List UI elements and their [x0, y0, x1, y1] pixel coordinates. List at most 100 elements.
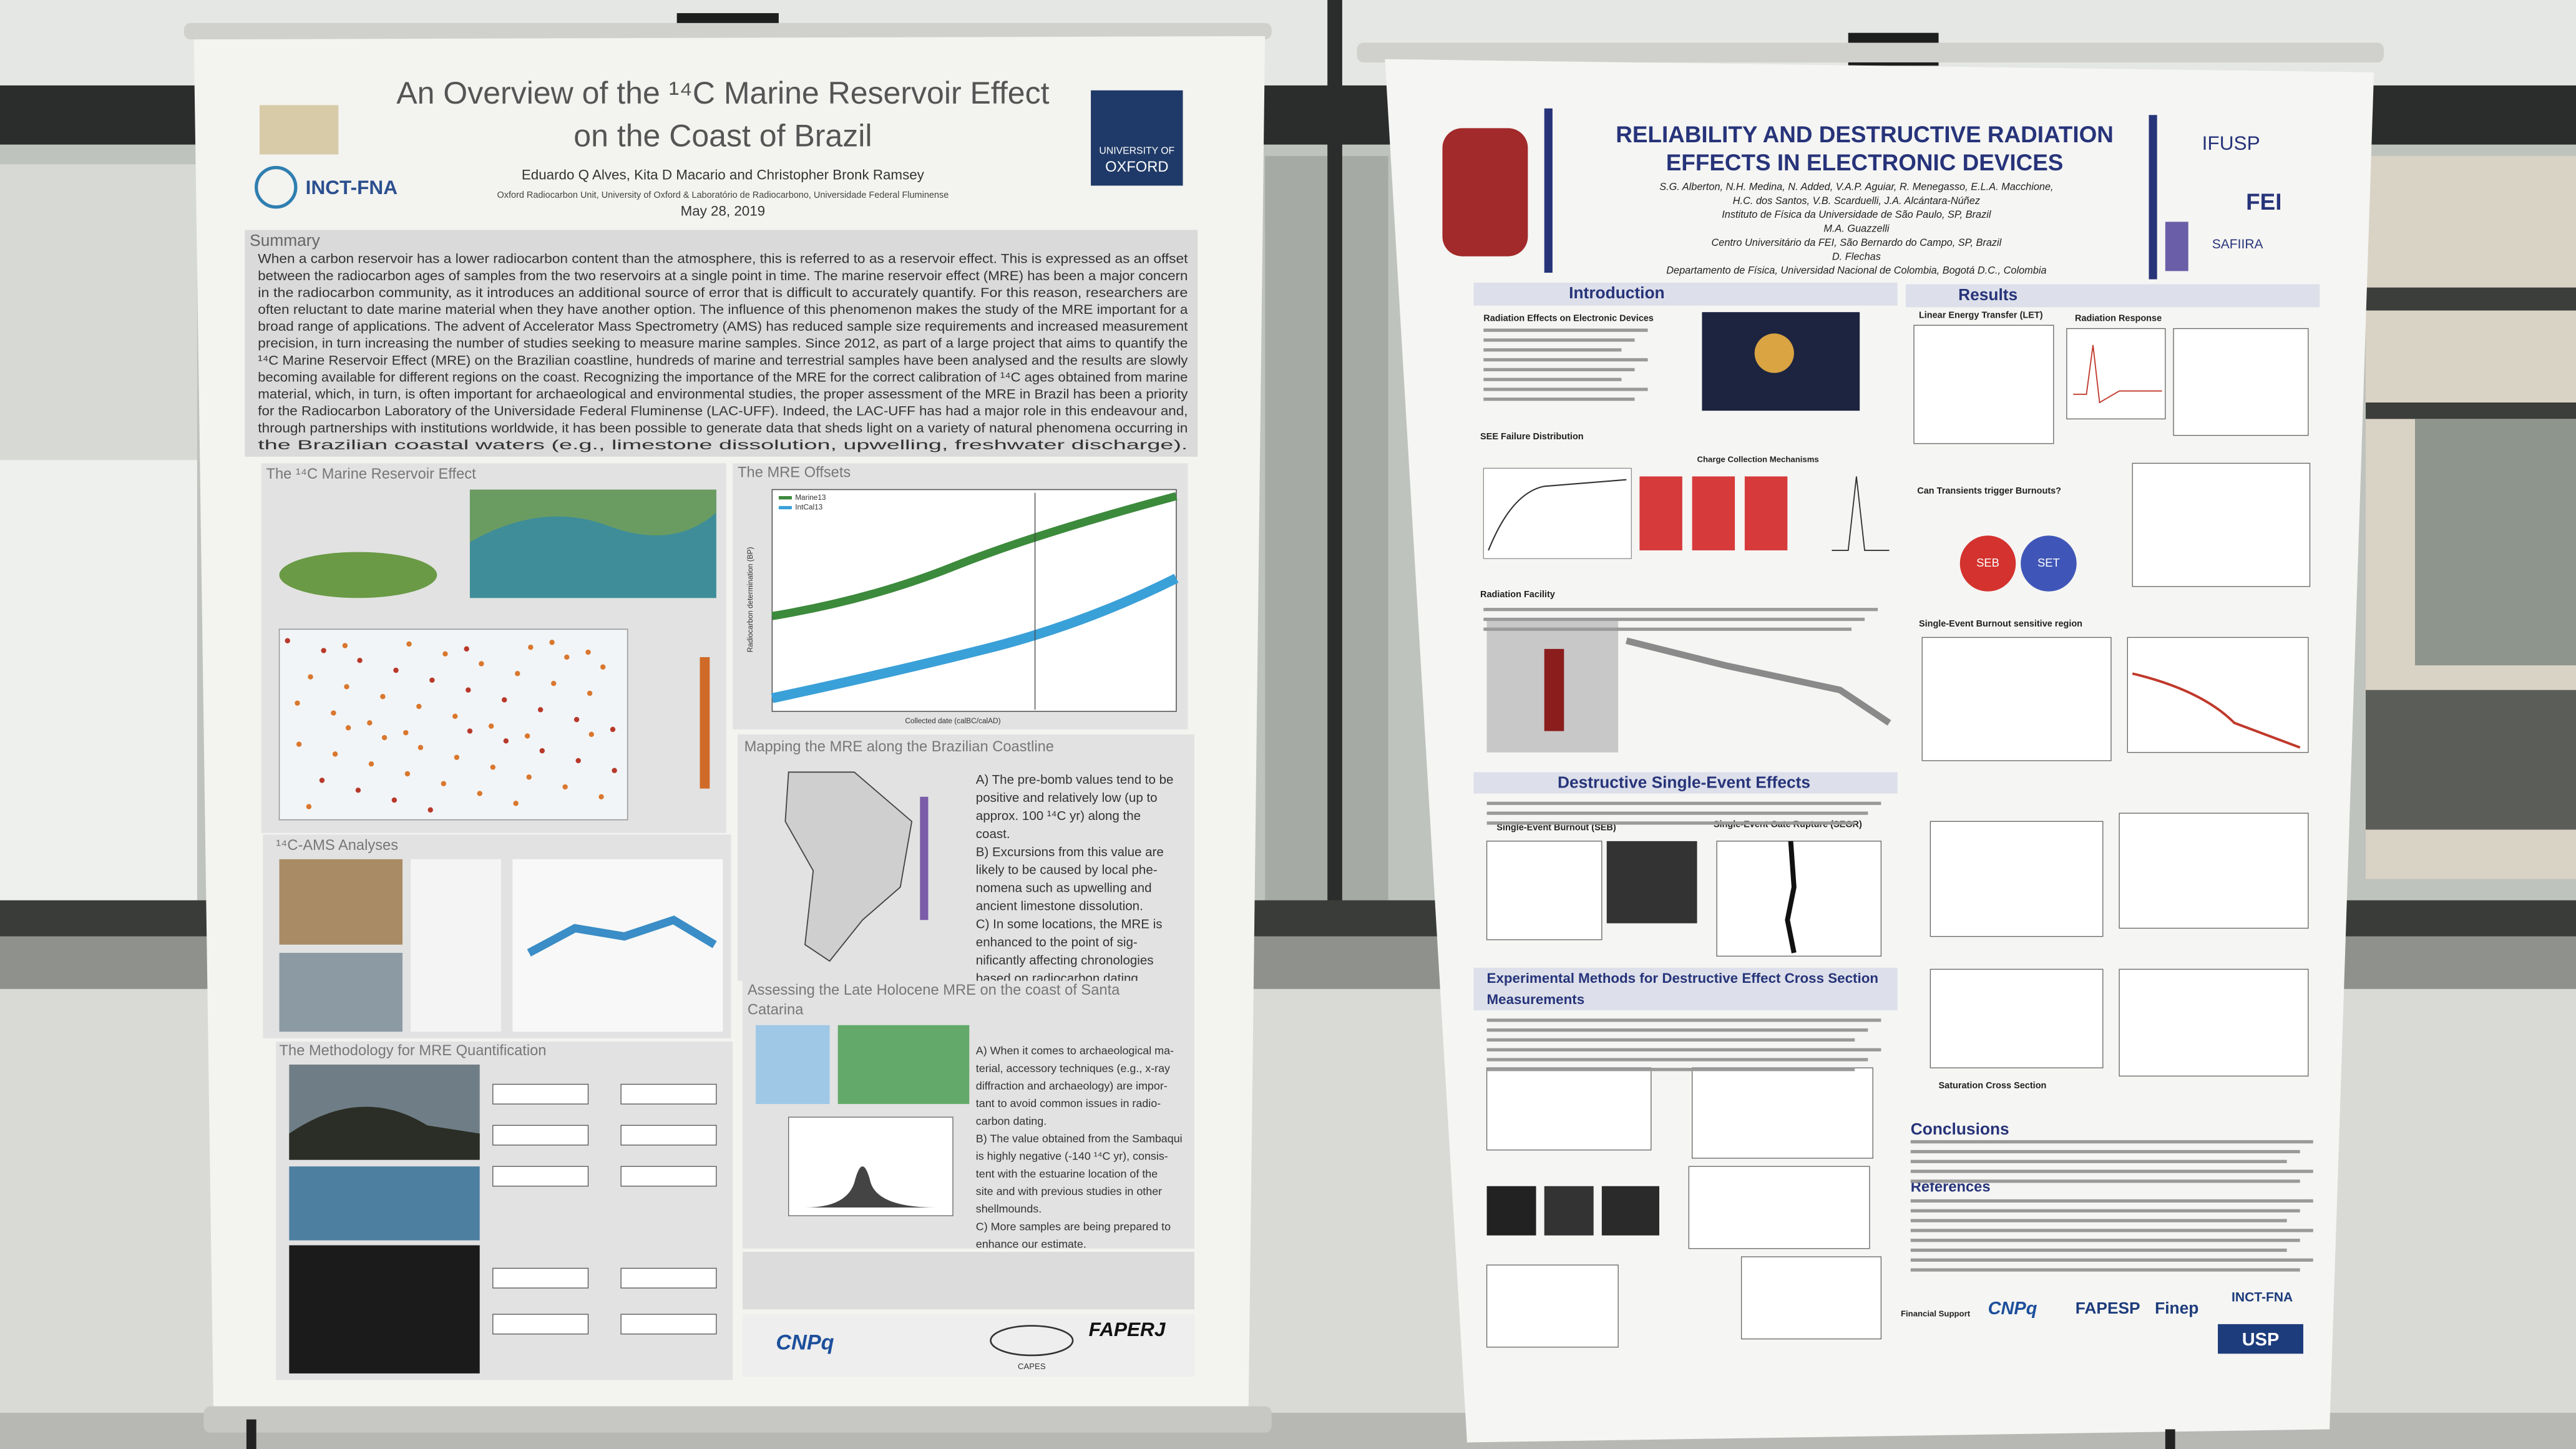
fine-print: [1486, 1028, 1868, 1032]
outside-building: [0, 164, 197, 461]
south-america-map: [784, 771, 913, 962]
text-line: for the Radiocarbon Laboratory of the Un…: [258, 403, 1188, 419]
logo-ring: [990, 1325, 1074, 1357]
plot-curve: [2073, 344, 2162, 404]
logo-crystal: [2165, 222, 2188, 271]
stand-leg: [246, 1419, 256, 1449]
logo-text: IFUSP: [2202, 132, 2260, 154]
map-colorbar: [920, 796, 929, 920]
pulse-curve: [1832, 476, 1890, 551]
map-dot: [403, 729, 409, 736]
flow-box: [492, 1125, 589, 1146]
logo-strip: [742, 1314, 1194, 1377]
outside-wall: [0, 460, 197, 904]
map-dot: [321, 648, 326, 653]
logo-text: CNPq: [1988, 1299, 2037, 1319]
authors: S.G. Alberton, N.H. Medina, N. Added, V.…: [1659, 181, 2053, 276]
fine-print: [1483, 358, 1648, 362]
section-heading: The ¹⁴C Marine Reservoir Effect: [266, 466, 476, 482]
map-dot: [427, 807, 433, 813]
flow-box: [492, 1267, 589, 1289]
text-line: carbon dating.: [976, 1115, 1046, 1127]
charge-image: [1692, 476, 1735, 550]
map-dot: [295, 700, 300, 706]
subheading: Radiation Facility: [1480, 590, 1555, 600]
logo-text: Finep: [2155, 1299, 2198, 1317]
fine-print: [1910, 1209, 2300, 1212]
flow-box: [492, 1166, 589, 1187]
text-line: C) In some locations, the MRE is: [976, 917, 1163, 932]
fine-print: [1486, 1068, 1855, 1071]
fine-print: [1910, 1248, 2287, 1252]
lab-photo: [279, 859, 402, 945]
poster-title: An Overview of the ¹⁴C Marine Reservoir …: [396, 76, 1049, 110]
circle-label: SET: [2037, 556, 2060, 569]
fine-print: [1910, 1169, 2313, 1173]
panel: [742, 1252, 1194, 1310]
poster-rod: [1357, 42, 2384, 63]
logo-text: INCT-FNA: [2232, 1290, 2293, 1304]
plot: [1740, 1256, 1882, 1340]
device-photo: [1601, 1186, 1659, 1236]
map-dot: [612, 768, 617, 773]
charge-image: [1744, 476, 1788, 550]
plot: [1921, 637, 2112, 761]
subheading: Charge Collection Mechanisms: [1697, 455, 1819, 464]
text-line: coast.: [976, 827, 1010, 841]
text-line: Departamento de Física, Universidad Naci…: [1666, 265, 2046, 276]
fine-print: [1486, 1018, 1881, 1022]
fine-print: [1483, 398, 1635, 401]
section-heading: Summary: [250, 231, 320, 250]
map-dot: [600, 664, 606, 670]
text-line: M.A. Guazzelli: [1823, 223, 1890, 235]
fine-print: [1910, 1229, 2313, 1232]
charge-image: [1639, 476, 1682, 550]
poster-title: on the Coast of Brazil: [573, 118, 872, 153]
map-dot: [368, 761, 374, 767]
right-poster: RELIABILITY AND DESTRUCTIVE RADIATION EF…: [1357, 42, 2384, 1443]
logo: [259, 105, 339, 155]
subheading: Single-Event Burnout sensitive region: [1919, 619, 2082, 629]
map-dot: [319, 778, 325, 783]
trees: [2415, 419, 2576, 666]
text-line: precision, in turn increasing the number…: [258, 335, 1188, 351]
text-line: A) When it comes to archaeological ma-: [976, 1045, 1174, 1057]
rooftop: [2366, 690, 2576, 830]
map-dot: [467, 728, 473, 734]
section-heading: Introduction: [1569, 283, 1664, 302]
lab-photo: [279, 952, 402, 1032]
text-line: broad range of applications. The advent …: [258, 318, 1188, 334]
section-heading: Results: [1958, 285, 2017, 304]
header-bar: [1544, 108, 1553, 273]
map-dot: [490, 764, 496, 770]
map-dots: [285, 638, 617, 813]
location-map: [837, 1025, 970, 1105]
map-colorbar: [700, 657, 710, 789]
map-dot: [526, 774, 532, 780]
section-band: [1905, 284, 2320, 308]
map-dot: [564, 654, 570, 660]
fine-print: [1910, 1239, 2300, 1242]
band-marine: [771, 492, 1178, 620]
logo-text: FAPESP: [2076, 1299, 2140, 1317]
flow-box: [620, 1314, 717, 1335]
section-heading: Destructive Single-Event Effects: [1558, 773, 1810, 792]
illustration-island: [279, 552, 437, 598]
device-photo: [1544, 1186, 1594, 1236]
text-line: site and with previous studies in other: [976, 1185, 1162, 1198]
fine-print: [1910, 1258, 2313, 1262]
logo-crest: [1442, 128, 1528, 256]
authors: Eduardo Q Alves, Kita D Macario and Chri…: [522, 167, 925, 183]
window-mullion: [1327, 0, 1342, 920]
fine-print: [1483, 388, 1648, 391]
section-heading: Experimental Methods for Destructive Eff…: [1487, 970, 1878, 986]
beamline: [1626, 637, 1891, 726]
plot: [1930, 821, 2104, 937]
section-heading: Mapping the MRE along the Brazilian Coas…: [744, 739, 1054, 755]
venn-circle: [1959, 535, 2016, 592]
flow-box: [620, 1267, 717, 1289]
plot: [2119, 968, 2309, 1077]
map-dot: [355, 788, 361, 793]
text-line: approx. 100 ¹⁴C yr) along the: [976, 809, 1141, 823]
